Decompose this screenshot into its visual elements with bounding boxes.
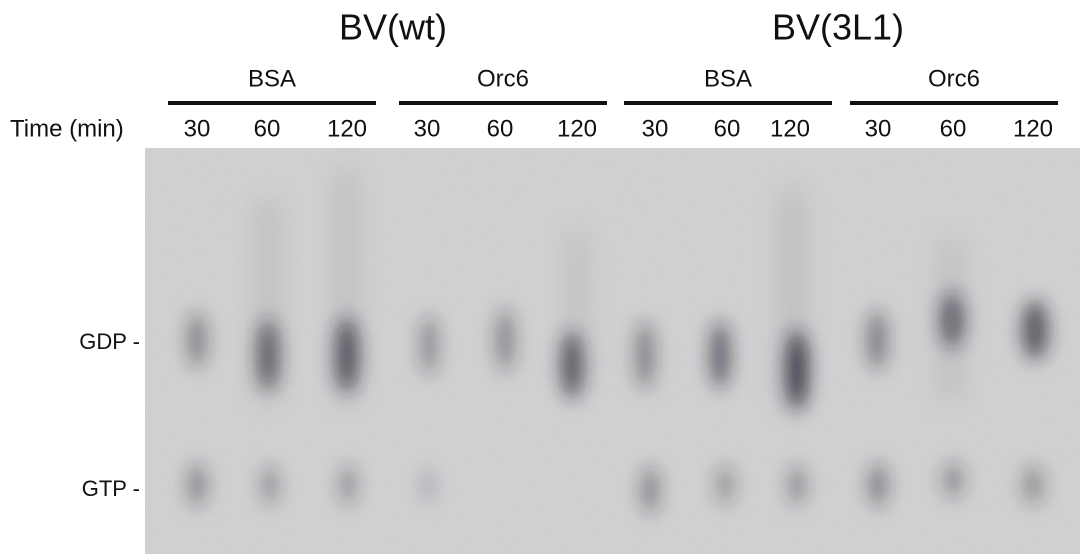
group-bar: [850, 101, 1058, 105]
band-label: GDP -: [79, 329, 140, 354]
group-bar: [399, 101, 607, 105]
gel: [145, 148, 1080, 554]
lane-label: 60: [714, 115, 741, 142]
group-bar: [624, 101, 832, 105]
lane-label: 60: [487, 115, 514, 142]
group-bar: [168, 101, 376, 105]
time-label: Time (min): [10, 115, 124, 142]
construct-label: BV(wt): [339, 7, 447, 48]
lane-label: 120: [1013, 115, 1053, 142]
lane-label: 30: [414, 115, 441, 142]
group-label: Orc6: [477, 65, 529, 92]
group-label: BSA: [248, 65, 296, 92]
lane-label: 120: [557, 115, 597, 142]
lane-label: 60: [254, 115, 281, 142]
lane-label: 30: [642, 115, 669, 142]
group-label: BSA: [704, 65, 752, 92]
band-label: GTP -: [82, 476, 140, 501]
gel-grain: [145, 148, 1080, 554]
lane-label: 120: [770, 115, 810, 142]
construct-label: BV(3L1): [772, 7, 904, 48]
group-label: Orc6: [928, 65, 980, 92]
group-bars: [168, 101, 1058, 105]
lane-label: 30: [865, 115, 892, 142]
lane-label: 60: [940, 115, 967, 142]
lane-label: 30: [184, 115, 211, 142]
lane-label: 120: [327, 115, 367, 142]
